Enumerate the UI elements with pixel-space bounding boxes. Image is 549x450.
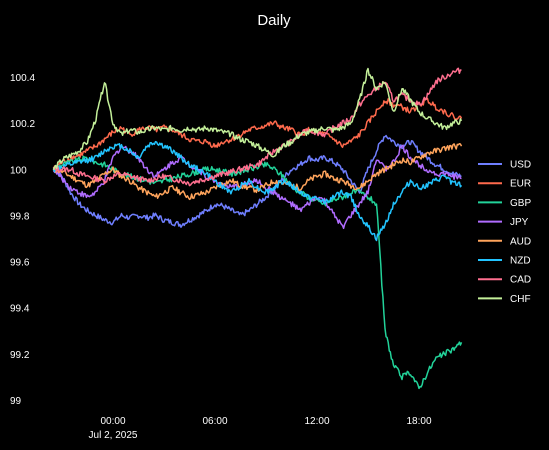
series-layer [52, 67, 463, 390]
series-line-gbp [52, 155, 463, 390]
chart-title: Daily [257, 12, 291, 29]
legend-label: EUR [510, 179, 531, 190]
x-tick-label: 18:00 [406, 416, 431, 427]
y-tick-label: 99 [10, 396, 22, 407]
series-line-cad [52, 67, 462, 187]
y-tick-label: 100 [10, 165, 27, 176]
y-tick-label: 99.4 [10, 304, 30, 315]
x-date-label: Jul 2, 2025 [89, 430, 138, 441]
series-line-usd [52, 134, 462, 228]
y-tick-label: 99.2 [10, 350, 30, 361]
legend: USD EUR GBP JPY AUD NZD CAD CHF [478, 160, 531, 305]
y-tick-label: 99.6 [10, 258, 30, 269]
x-axis: 00:00 06:00 12:00 18:00 Jul 2, 2025 [89, 416, 432, 441]
x-tick-label: 00:00 [100, 416, 125, 427]
y-axis: 100.4 100.2 100 99.8 99.6 99.4 99.2 99 [10, 73, 35, 407]
legend-label: AUD [510, 236, 531, 247]
legend-label: JPY [510, 217, 529, 228]
legend-label: CHF [510, 294, 531, 305]
y-tick-label: 99.8 [10, 211, 30, 222]
x-tick-label: 12:00 [304, 416, 329, 427]
legend-label: CAD [510, 275, 531, 286]
x-tick-label: 06:00 [202, 416, 227, 427]
series-line-chf [52, 67, 463, 171]
legend-label: USD [510, 160, 531, 171]
y-tick-label: 100.2 [10, 119, 35, 130]
series-line-aud [52, 142, 463, 201]
series-line-eur [52, 97, 463, 171]
series-line-nzd [52, 140, 463, 242]
legend-label: GBP [510, 198, 531, 209]
y-tick-label: 100.4 [10, 73, 35, 84]
legend-label: NZD [510, 256, 531, 267]
